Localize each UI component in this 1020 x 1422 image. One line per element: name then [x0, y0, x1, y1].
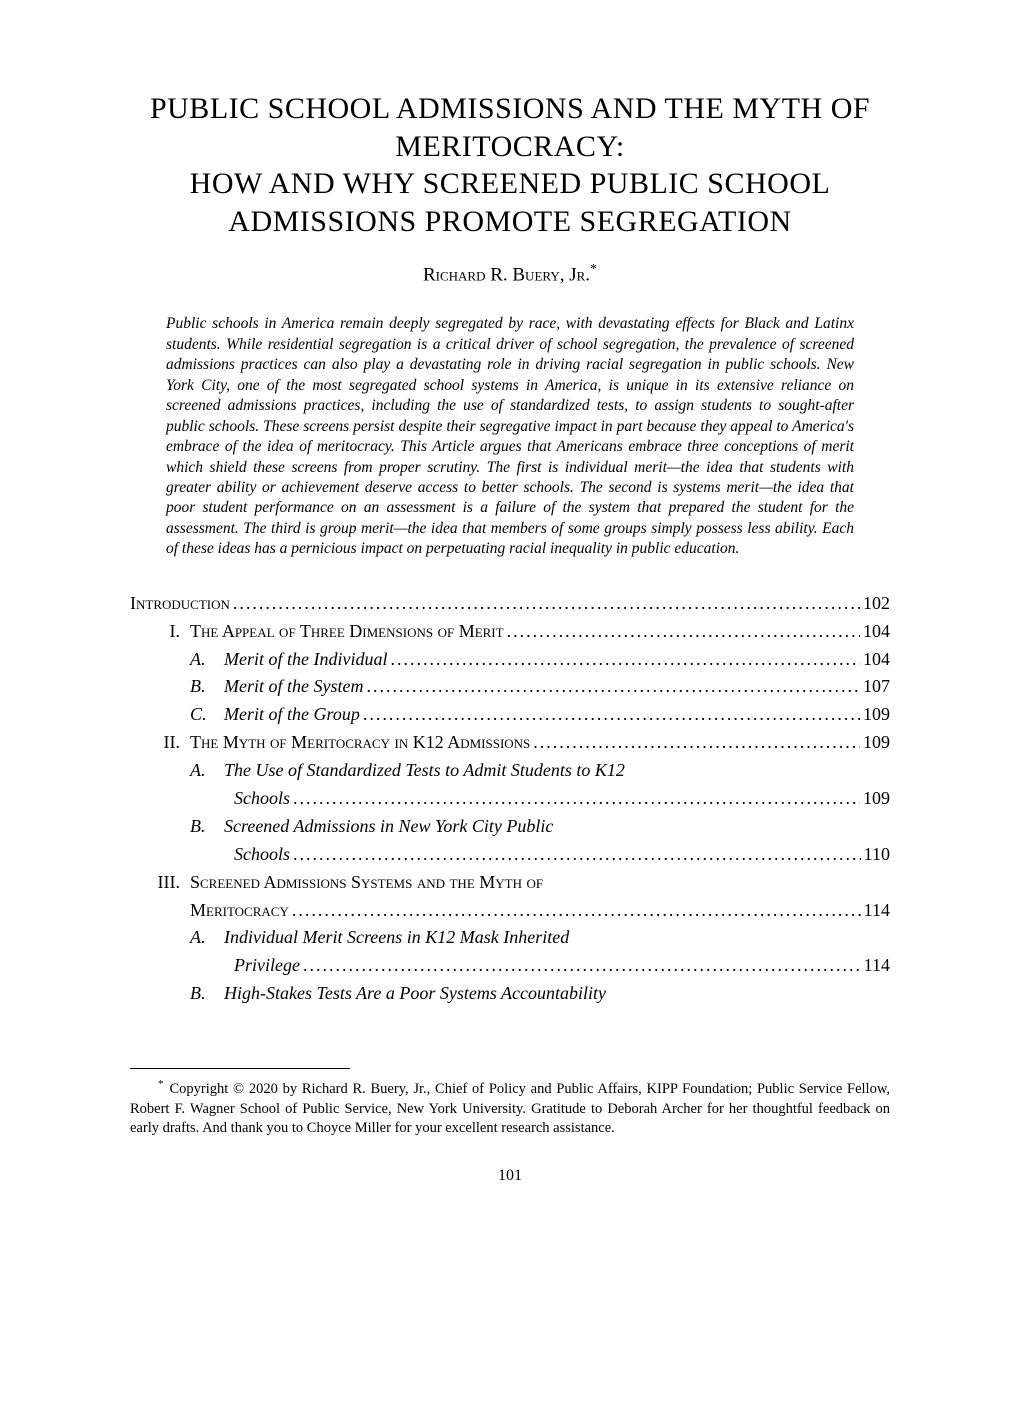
table-of-contents: Introduction 102 I.The Appeal of Three Dim… — [130, 590, 890, 1008]
toc-page: 110 — [864, 841, 890, 869]
toc-page: 107 — [863, 673, 890, 701]
toc-entry: B.Merit of the System 107 — [130, 673, 890, 701]
toc-entry: B.High-Stakes Tests Are a Poor Systems A… — [130, 980, 890, 1008]
article-title: PUBLIC SCHOOL ADMISSIONS AND THE MYTH OF… — [130, 90, 890, 240]
toc-label: A.The Use of Standardized Tests to Admit… — [190, 757, 625, 785]
toc-page: 109 — [863, 785, 890, 813]
toc-label: III.Screened Admissions Systems and the … — [148, 869, 543, 897]
toc-subletter: B. — [190, 813, 212, 841]
toc-entry: A.Individual Merit Screens in K12 Mask I… — [130, 924, 890, 952]
toc-entry-continuation: Schools 110 — [130, 841, 890, 869]
author-name: Richard R. Buery, Jr. — [423, 264, 590, 285]
toc-leader — [303, 952, 861, 980]
toc-leader — [390, 646, 860, 674]
toc-entry-continuation: Meritocracy 114 — [130, 897, 890, 925]
toc-roman: III. — [148, 869, 180, 897]
toc-label: Meritocracy — [190, 897, 289, 925]
toc-leader — [292, 897, 861, 925]
toc-subletter: A. — [190, 646, 212, 674]
toc-label: I.The Appeal of Three Dimensions of Meri… — [148, 618, 504, 646]
toc-label: Introduction — [130, 590, 230, 618]
toc-label: A.Merit of the Individual — [190, 646, 387, 674]
toc-label: A.Individual Merit Screens in K12 Mask I… — [190, 924, 569, 952]
toc-leader — [366, 673, 860, 701]
toc-subletter: A. — [190, 924, 212, 952]
toc-subletter: B. — [190, 673, 212, 701]
toc-label: Schools — [234, 785, 290, 813]
toc-leader — [293, 785, 860, 813]
footnote: *Copyright © 2020 by Richard R. Buery, J… — [130, 1077, 890, 1139]
toc-page: 102 — [863, 590, 890, 618]
toc-label: C.Merit of the Group — [190, 701, 360, 729]
toc-subletter: B. — [190, 980, 212, 1008]
author-line: Richard R. Buery, Jr.* — [130, 262, 890, 286]
toc-entry: I.The Appeal of Three Dimensions of Meri… — [130, 618, 890, 646]
toc-label: Privilege — [234, 952, 300, 980]
toc-leader — [233, 590, 860, 618]
toc-label: B.Merit of the System — [190, 673, 363, 701]
toc-page: 104 — [863, 646, 890, 674]
toc-entry: C.Merit of the Group 109 — [130, 701, 890, 729]
toc-roman: I. — [148, 618, 180, 646]
toc-entry: Introduction 102 — [130, 590, 890, 618]
toc-page: 109 — [863, 701, 890, 729]
footnote-text: Copyright © 2020 by Richard R. Buery, Jr… — [130, 1081, 890, 1136]
toc-leader — [533, 729, 860, 757]
toc-entry: A.The Use of Standardized Tests to Admit… — [130, 757, 890, 785]
toc-label: B.Screened Admissions in New York City P… — [190, 813, 553, 841]
toc-entry: A.Merit of the Individual 104 — [130, 646, 890, 674]
page-number: 101 — [130, 1167, 890, 1185]
toc-page: 109 — [863, 729, 890, 757]
toc-label: Schools — [234, 841, 290, 869]
toc-label: II.The Myth of Meritocracy in K12 Admiss… — [148, 729, 530, 757]
abstract: Public schools in America remain deeply … — [166, 314, 854, 559]
toc-entry: B.Screened Admissions in New York City P… — [130, 813, 890, 841]
footnote-mark: * — [158, 1078, 164, 1090]
toc-entry-continuation: Schools 109 — [130, 785, 890, 813]
toc-entry: II.The Myth of Meritocracy in K12 Admiss… — [130, 729, 890, 757]
footnote-rule — [130, 1068, 350, 1069]
toc-leader — [293, 841, 861, 869]
toc-entry-continuation: Privilege 114 — [130, 952, 890, 980]
toc-leader — [363, 701, 860, 729]
toc-page: 114 — [864, 952, 890, 980]
toc-subletter: A. — [190, 757, 212, 785]
toc-page: 114 — [864, 897, 890, 925]
toc-subletter: C. — [190, 701, 212, 729]
toc-roman: II. — [148, 729, 180, 757]
toc-entry: III.Screened Admissions Systems and the … — [130, 869, 890, 897]
toc-label: B.High-Stakes Tests Are a Poor Systems A… — [190, 980, 606, 1008]
toc-leader — [507, 618, 860, 646]
toc-page: 104 — [863, 618, 890, 646]
author-footnote-mark: * — [590, 262, 597, 277]
